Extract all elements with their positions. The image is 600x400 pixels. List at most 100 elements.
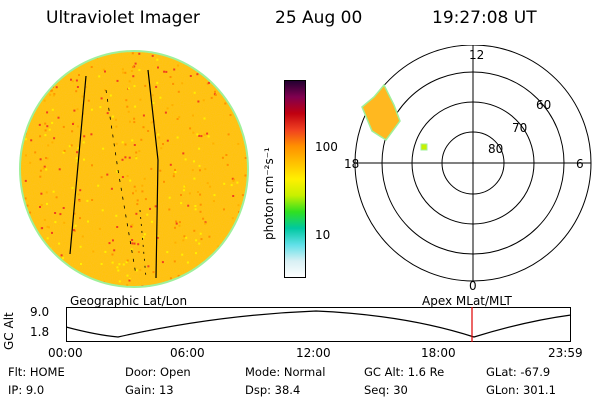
noise-speck xyxy=(138,52,141,55)
plot-xtick-2: 12:00 xyxy=(296,346,331,360)
noise-speck xyxy=(159,96,162,99)
noise-speck xyxy=(177,274,180,277)
noise-speck xyxy=(199,203,202,206)
noise-speck xyxy=(252,204,254,206)
noise-speck xyxy=(178,116,181,119)
noise-speck xyxy=(117,269,120,272)
noise-speck xyxy=(197,191,199,193)
noise-speck xyxy=(116,170,119,173)
noise-speck xyxy=(203,117,206,120)
noise-speck xyxy=(253,255,254,257)
noise-speck xyxy=(63,221,66,224)
uv-image-disk xyxy=(19,50,254,292)
noise-speck xyxy=(144,84,147,87)
noise-speck xyxy=(221,156,224,159)
noise-speck xyxy=(71,186,74,189)
noise-speck xyxy=(53,93,56,96)
noise-speck xyxy=(79,54,82,57)
noise-speck xyxy=(73,212,76,215)
noise-speck xyxy=(219,270,222,272)
noise-speck xyxy=(81,235,84,238)
noise-speck xyxy=(176,136,179,139)
noise-speck xyxy=(177,90,180,93)
noise-speck xyxy=(135,212,138,215)
noise-speck xyxy=(121,68,124,71)
noise-speck xyxy=(21,241,24,244)
noise-speck xyxy=(223,261,226,264)
noise-speck xyxy=(139,98,142,101)
noise-speck xyxy=(22,94,25,97)
noise-speck xyxy=(173,68,176,71)
door-info: Door: Open xyxy=(125,365,191,379)
noise-speck xyxy=(195,273,198,276)
noise-speck xyxy=(199,210,202,213)
noise-speck xyxy=(246,243,247,246)
noise-speck xyxy=(193,91,196,94)
noise-speck xyxy=(124,143,127,146)
noise-speck xyxy=(249,139,251,141)
noise-speck xyxy=(46,125,49,128)
colorbar-tick-100: 100 xyxy=(315,140,338,154)
noise-speck xyxy=(209,185,212,188)
noise-speck xyxy=(32,57,35,60)
noise-speck xyxy=(79,189,82,192)
noise-speck xyxy=(21,137,22,140)
noise-speck xyxy=(81,95,84,98)
noise-speck xyxy=(246,266,247,269)
noise-speck xyxy=(62,207,65,209)
noise-speck xyxy=(43,165,46,168)
noise-speck xyxy=(24,197,27,200)
noise-speck xyxy=(202,217,205,220)
noise-speck xyxy=(251,158,253,160)
noise-speck xyxy=(122,71,125,74)
noise-speck xyxy=(143,233,146,236)
noise-speck xyxy=(238,228,241,231)
noise-speck xyxy=(154,132,157,135)
noise-speck xyxy=(204,290,206,292)
noise-speck xyxy=(147,265,150,268)
noise-speck xyxy=(116,226,119,228)
noise-speck xyxy=(74,224,77,227)
noise-speck xyxy=(182,152,185,155)
altitude-orbit-plot xyxy=(66,307,572,342)
noise-speck xyxy=(24,138,27,141)
lat-label-80: 80 xyxy=(488,142,503,156)
noise-speck xyxy=(154,205,157,208)
noise-speck xyxy=(83,158,85,161)
noise-speck xyxy=(159,169,162,172)
noise-speck xyxy=(229,114,232,116)
noise-speck xyxy=(223,208,225,211)
noise-speck xyxy=(232,178,235,181)
noise-speck xyxy=(234,73,237,76)
noise-speck xyxy=(139,269,142,271)
noise-speck xyxy=(223,182,226,185)
noise-speck xyxy=(23,289,25,291)
noise-speck xyxy=(187,204,190,207)
noise-speck xyxy=(238,255,241,258)
noise-speck xyxy=(235,92,238,95)
noise-speck xyxy=(38,89,41,92)
noise-speck xyxy=(138,289,140,291)
noise-speck xyxy=(201,272,204,275)
noise-speck xyxy=(51,231,53,234)
noise-speck xyxy=(29,161,32,164)
noise-speck xyxy=(48,128,51,131)
noise-speck xyxy=(23,86,26,89)
noise-speck xyxy=(52,190,55,193)
glon-info: GLon: 301.1 xyxy=(486,383,556,397)
noise-speck xyxy=(121,176,124,178)
noise-speck xyxy=(182,55,185,58)
noise-speck xyxy=(124,156,127,159)
color-scale-bar xyxy=(284,80,306,278)
noise-speck xyxy=(78,74,80,76)
noise-speck xyxy=(171,104,174,107)
noise-speck xyxy=(51,121,54,124)
noise-speck xyxy=(52,94,55,97)
noise-speck xyxy=(181,82,184,85)
noise-speck xyxy=(202,99,205,102)
noise-speck xyxy=(63,149,66,152)
noise-speck xyxy=(242,123,244,126)
noise-speck xyxy=(202,64,204,67)
noise-speck xyxy=(43,88,46,91)
noise-speck xyxy=(235,90,238,93)
